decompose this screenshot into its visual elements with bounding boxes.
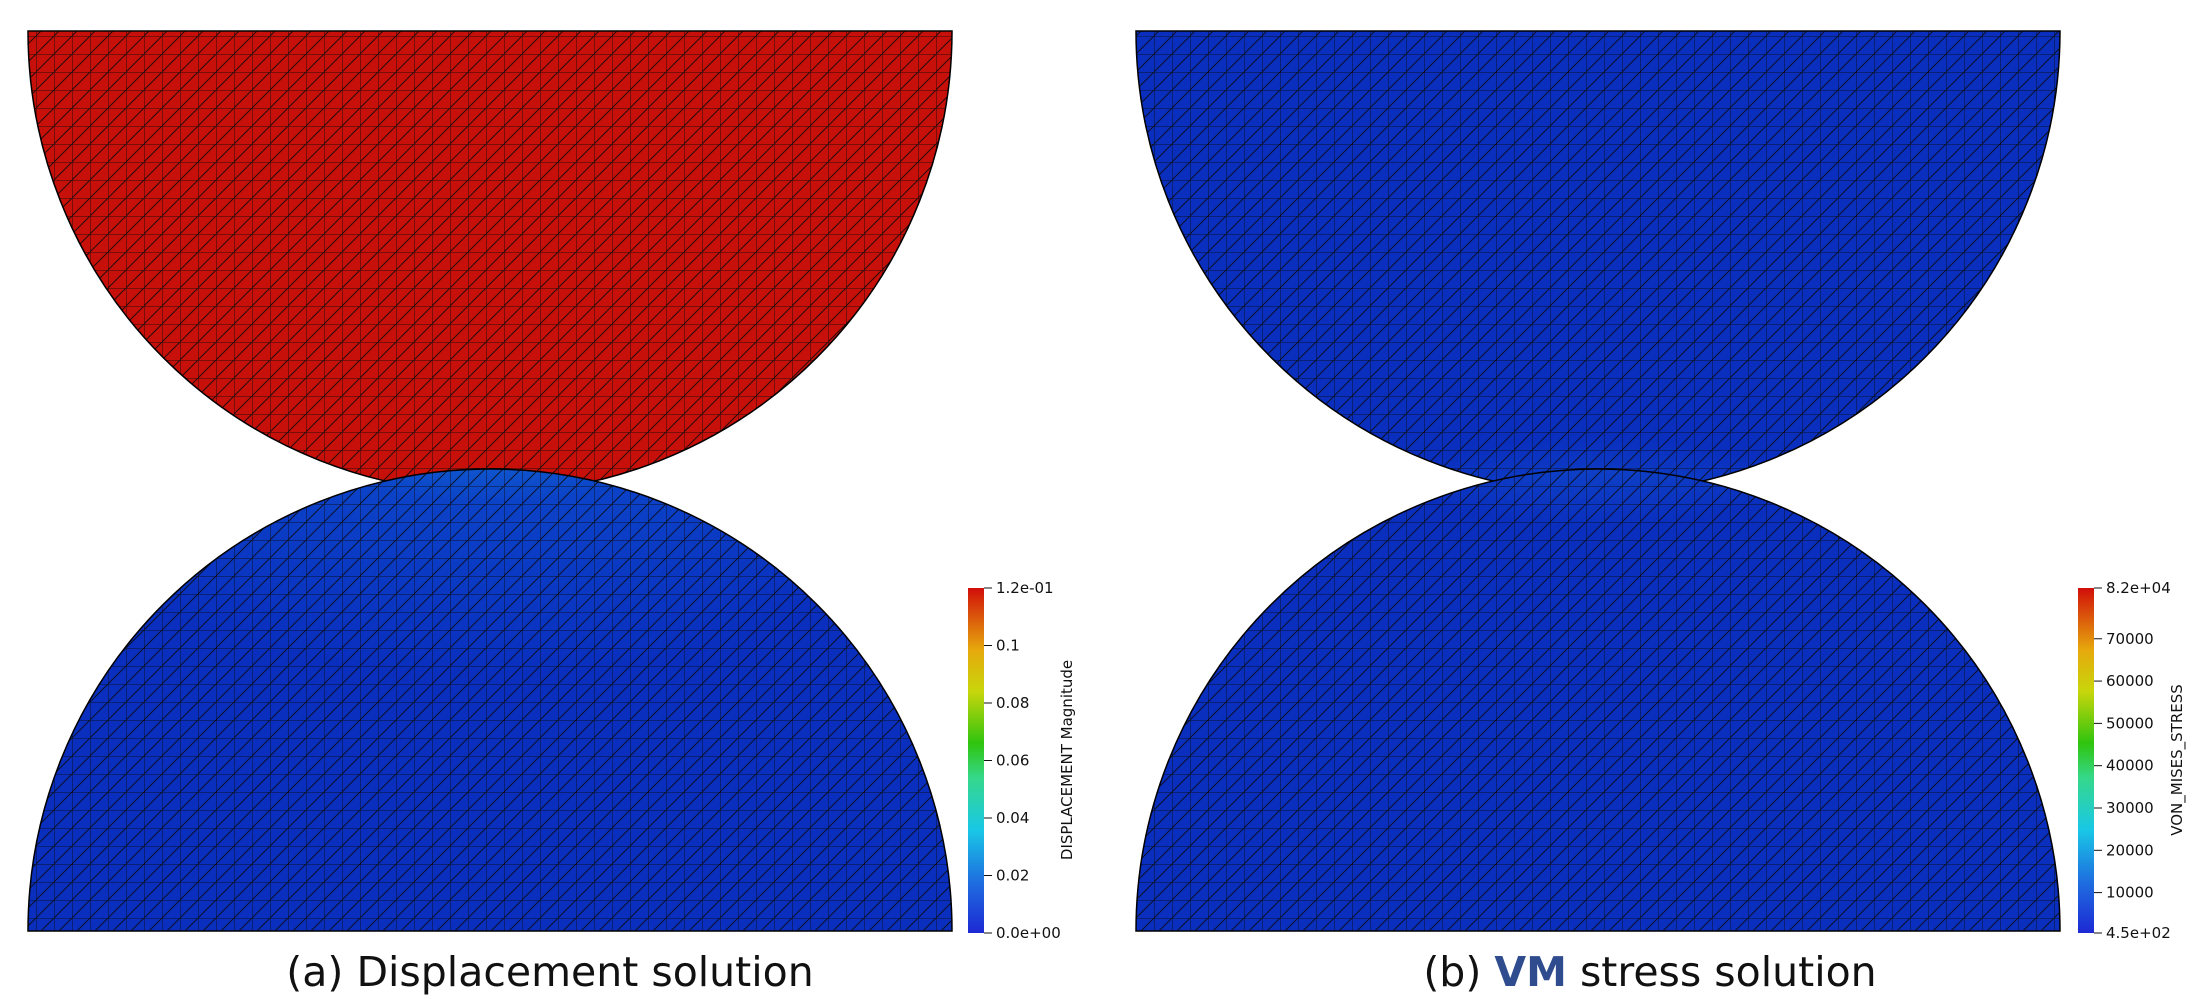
colorbar: 1.2e-01 0.0e+00 0.1 0.08 0.06 0.04 0.02 DISP… — [968, 579, 1076, 940]
colorbar-tick-label: 70000 — [2106, 630, 2154, 648]
colorbar-tick-label: 40000 — [2106, 757, 2154, 775]
top-sphere — [27, 30, 953, 494]
caption-prefix: (a) — [286, 948, 357, 996]
colorbar-title: DISPLACEMENT Magnitude — [1058, 660, 1076, 860]
colorbar-min-label: 4.5e+02 — [2106, 924, 2171, 940]
colorbar-max-label: 1.2e-01 — [996, 579, 1054, 597]
colorbar-tick-label: 20000 — [2106, 841, 2154, 859]
caption-main: Displacement solution — [356, 948, 814, 996]
caption-main: stress solution — [1566, 948, 1877, 996]
colorbar-tick-label: 0.1 — [996, 637, 1020, 655]
colorbar-tick-label: 0.02 — [996, 867, 1029, 885]
caption-b: (b) VM stress solution — [1100, 952, 2200, 993]
panel-stress: 8.2e+04 4.5e+02 70000 60000 50000 40000 3000… — [1100, 0, 2200, 999]
colorbar-tick-label: 0.08 — [996, 694, 1029, 712]
stress-plot: 8.2e+04 4.5e+02 70000 60000 50000 40000 3000… — [1135, 30, 2187, 940]
colorbar-tick-label: 60000 — [2106, 672, 2154, 690]
caption-emph: VM — [1494, 948, 1567, 996]
bottom-sphere — [1135, 468, 2061, 932]
colorbar-tick-label: 10000 — [2106, 884, 2154, 902]
caption-prefix: (b) — [1423, 948, 1495, 996]
colorbar: 8.2e+04 4.5e+02 70000 60000 50000 40000 3000… — [2078, 579, 2187, 940]
top-sphere — [1135, 30, 2061, 494]
colorbar-tick-label: 50000 — [2106, 714, 2154, 732]
panel-displacement: 1.2e-01 0.0e+00 0.1 0.08 0.06 0.04 0.02 DISP… — [0, 30, 1100, 993]
displacement-plot: 1.2e-01 0.0e+00 0.1 0.08 0.06 0.04 0.02 DISP… — [27, 30, 1076, 940]
colorbar-tick-label: 30000 — [2106, 799, 2154, 817]
colorbar-title: VON_MISES_STRESS — [2168, 684, 2187, 836]
caption-a: (a) Displacement solution — [0, 952, 1100, 993]
colorbar-min-label: 0.0e+00 — [996, 924, 1061, 940]
bottom-sphere — [27, 468, 953, 932]
colorbar-max-label: 8.2e+04 — [2106, 579, 2171, 597]
colorbar-tick-label: 0.06 — [996, 752, 1029, 770]
colorbar-tick-label: 0.04 — [996, 809, 1029, 827]
